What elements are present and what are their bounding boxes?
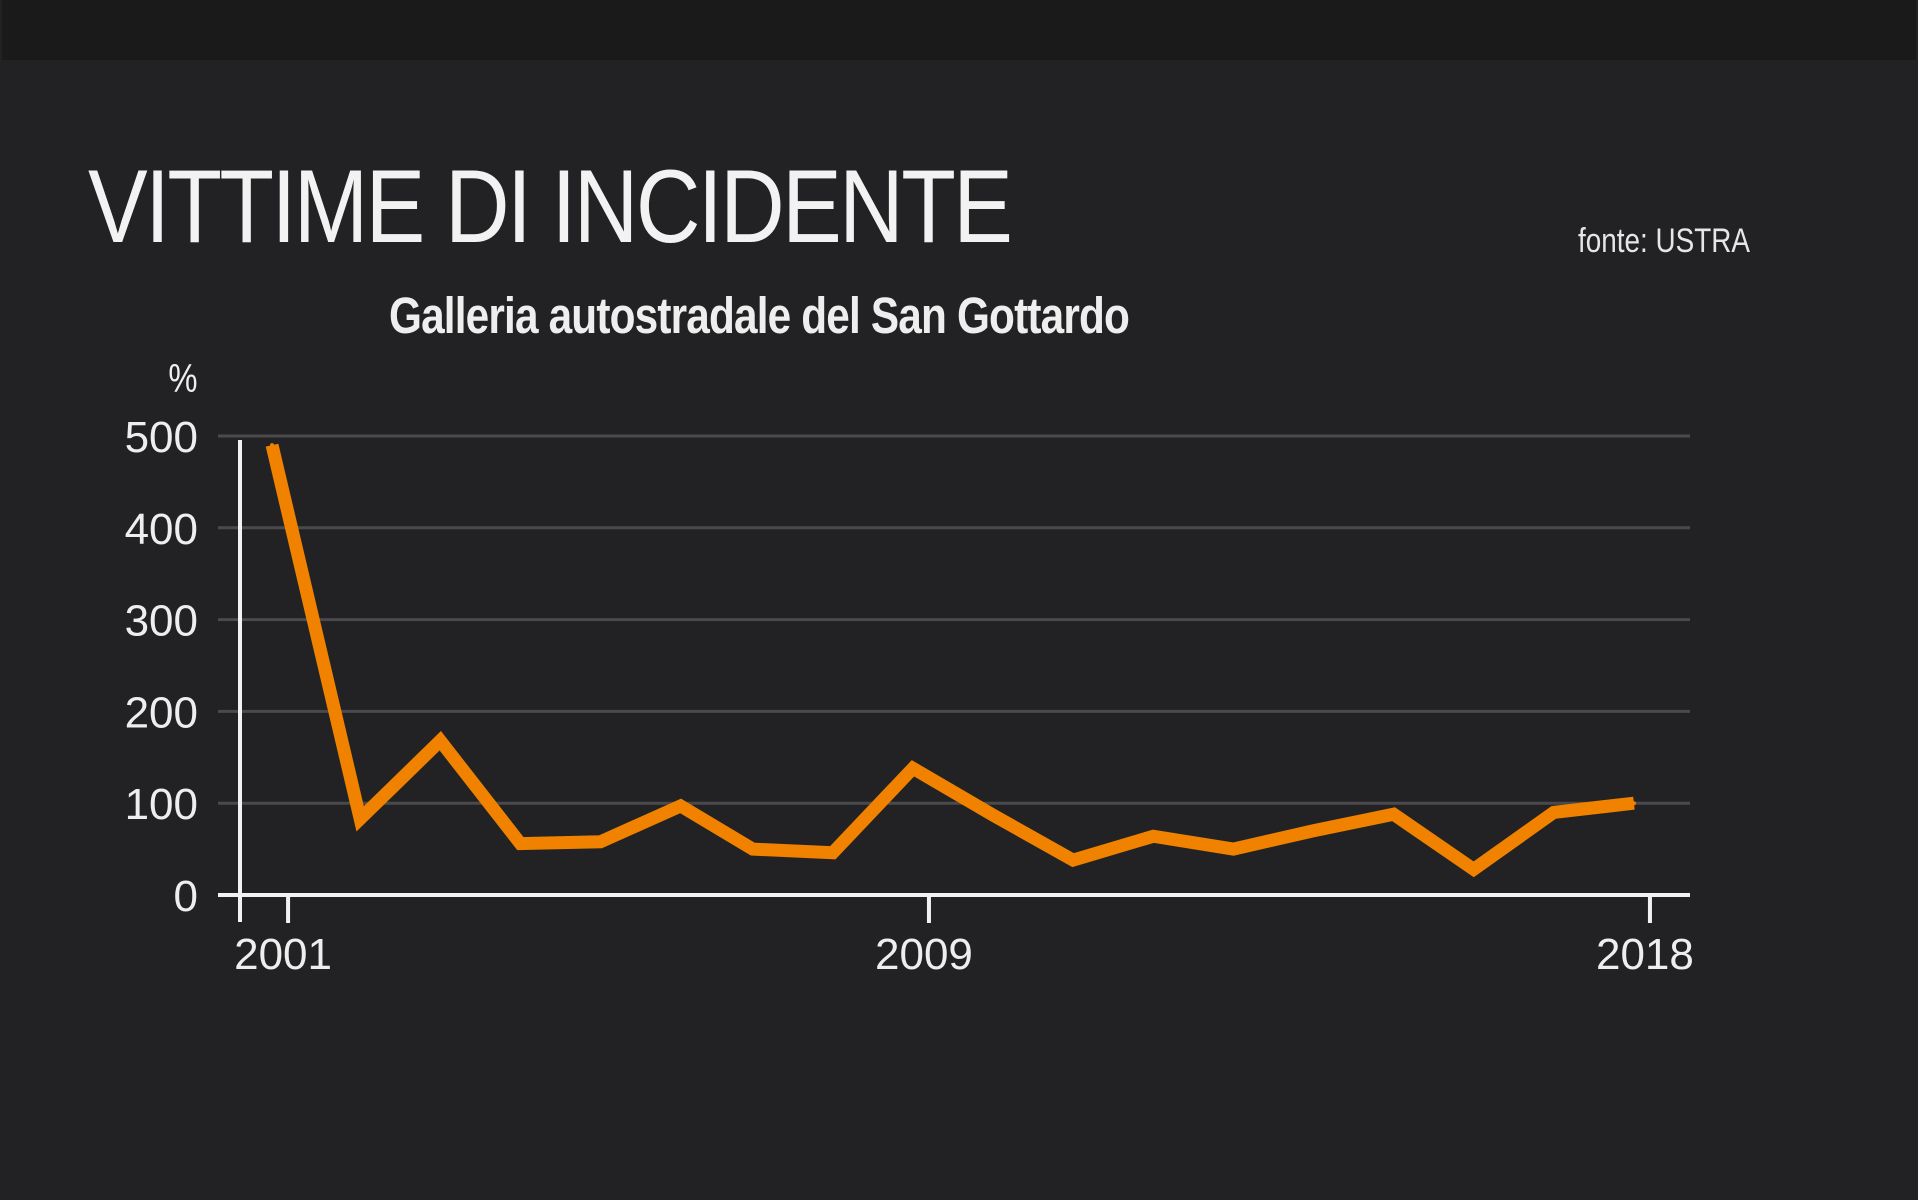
data-point <box>1231 847 1236 852</box>
tick-labels: 0 100 200 300 400 500 2001 2009 2018 <box>125 413 1694 979</box>
data-point <box>270 443 275 448</box>
data-point <box>1631 801 1636 806</box>
y-tick-label-200: 200 <box>125 688 198 737</box>
data-point <box>438 738 443 743</box>
data-point <box>678 803 683 808</box>
data-point <box>830 850 835 855</box>
data-point <box>1471 867 1476 872</box>
y-tick-label-300: 300 <box>125 597 198 646</box>
y-tick-label-400: 400 <box>125 505 198 554</box>
series <box>265 443 1636 878</box>
axes <box>218 440 1690 923</box>
data-point <box>1551 810 1556 815</box>
x-tick-label-2001: 2001 <box>234 930 332 979</box>
grid-lines <box>218 434 1690 805</box>
y-tick-label-0: 0 <box>174 872 198 921</box>
top-strip <box>2 0 1916 60</box>
series-line-0 <box>265 443 1635 878</box>
data-point <box>1391 812 1396 817</box>
data-point <box>598 839 603 844</box>
data-point <box>991 813 996 818</box>
data-point <box>1151 834 1156 839</box>
x-tick-label-2018: 2018 <box>1596 930 1694 979</box>
data-point <box>358 816 363 821</box>
data-point <box>1599 804 1604 809</box>
source-note: fonte: USTRA <box>1578 222 1750 260</box>
data-point <box>910 766 915 771</box>
chart-subtitle: Galleria autostradale del San Gottardo <box>389 287 1130 344</box>
y-tick-label-500: 500 <box>125 413 198 462</box>
x-tick-label-2009: 2009 <box>875 930 973 979</box>
data-point <box>1071 858 1076 863</box>
y-axis-label: % <box>168 356 197 401</box>
data-point <box>750 847 755 852</box>
chart-title: VITTIME DI INCIDENTE <box>88 149 1013 265</box>
y-tick-label-100: 100 <box>125 780 198 829</box>
data-point <box>1311 828 1316 833</box>
data-point <box>518 841 523 846</box>
